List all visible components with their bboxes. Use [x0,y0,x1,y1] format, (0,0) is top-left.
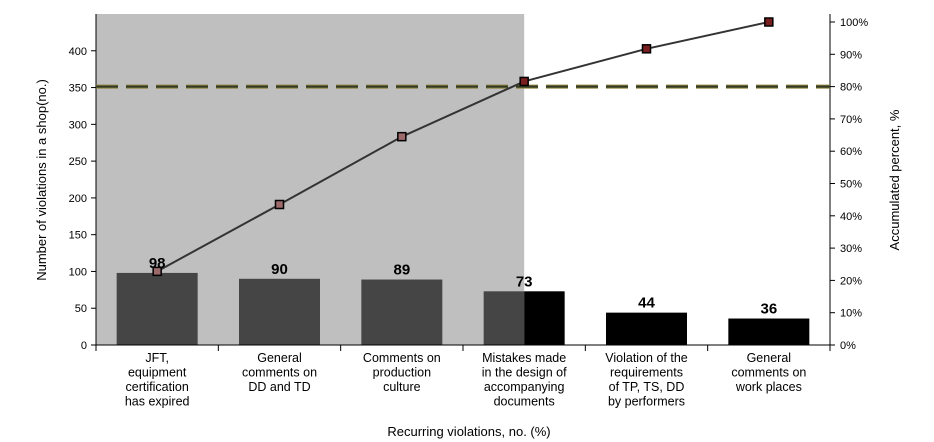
cumulative-point [764,17,774,27]
bar [361,279,443,345]
category-label: Mistakes made in the design of accompanyin… [482,351,567,409]
bar-value-label: 98 [149,255,166,272]
cumulative-point [519,76,529,87]
y2-tick-label: 60% [840,146,862,158]
bar-segment [524,291,565,345]
y2-axis-title: Accumulated percent, % [887,109,902,250]
category-label: General comments on work places [731,351,806,394]
bar-value-label: 36 [760,301,777,318]
category-label: Comments on production culture [363,351,441,394]
cumulative-point [641,44,652,54]
bar [728,318,810,345]
cumulative-point [274,199,285,210]
category-label: JFT, equipment certification has expired [125,351,190,409]
y-tick-label: 250 [69,156,87,168]
y2-tick-label: 50% [840,179,862,191]
y-tick-label: 100 [69,266,87,278]
y-axis-title: Number of violations in a shop(no.) [34,79,49,281]
y2-tick-label: 0% [840,340,856,352]
y2-tick-label: 10% [840,308,862,320]
cumulative-line [156,21,770,273]
x-axis-title: Recurring violations, no. (%) [387,424,550,439]
y2-tick-label: 100% [840,17,868,29]
bar-value-label: 90 [271,261,288,278]
y-tick-label: 400 [69,46,87,58]
cumulative-point [397,131,407,142]
y-tick-label: 300 [69,119,87,131]
y-tick-label: 200 [69,193,87,205]
y2-tick-label: 20% [840,275,862,287]
y2-tick-label: 70% [840,114,862,126]
y2-tick-label: 80% [840,82,862,94]
bar-value-label: 89 [393,262,410,279]
bar [606,312,687,345]
y2-tick-label: 90% [840,49,862,61]
bar-value-label: 44 [638,295,655,312]
category-label: Violation of the requirements of TP, TS, D… [605,351,688,409]
y2-tick-label: 40% [840,211,862,223]
y-tick-label: 350 [69,83,87,95]
y2-tick-label: 30% [840,243,862,255]
bar-value-label: 73 [516,273,533,290]
bar [239,278,320,345]
category-label: General comments on DD and TD [242,351,317,394]
bar [483,291,525,345]
y-tick-label: 50 [75,303,87,315]
y-tick-label: 0 [81,340,87,352]
y-tick-label: 150 [69,230,87,242]
bar [116,272,198,345]
cumulative-point [152,266,162,277]
